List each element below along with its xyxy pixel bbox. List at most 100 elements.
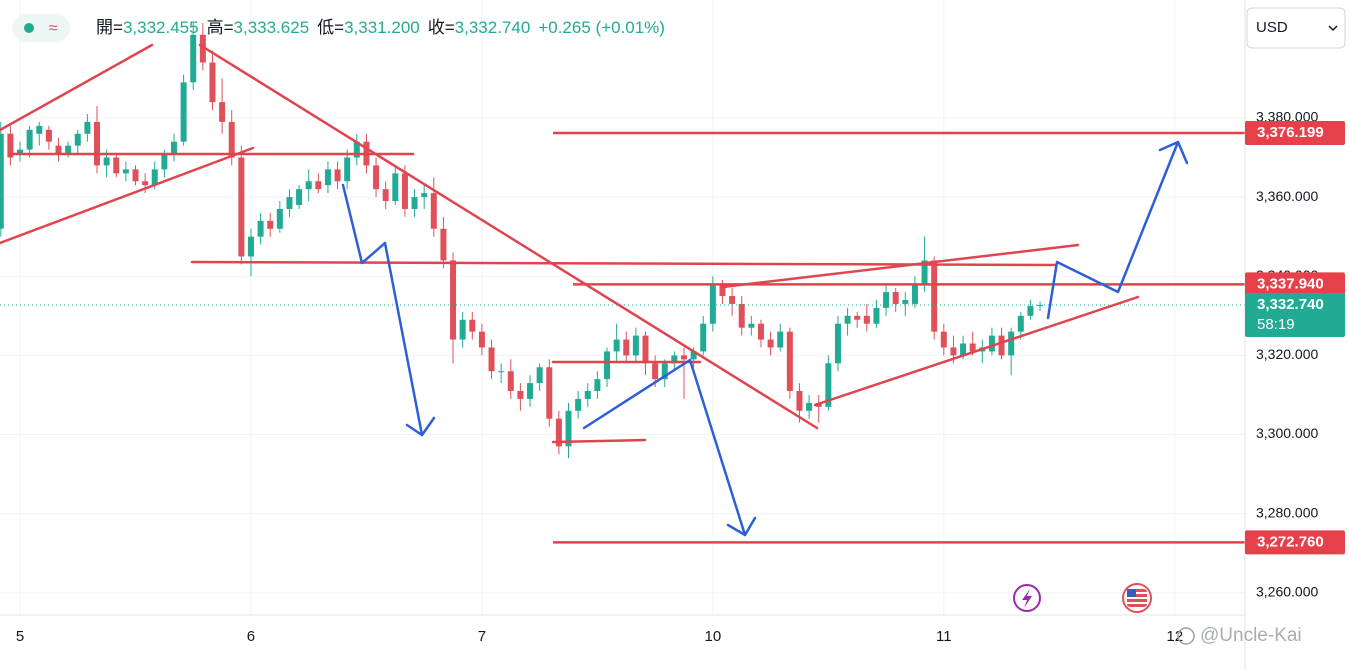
price-label: 3,272.760 xyxy=(1257,533,1324,550)
ohlc-header: 開=3,332.455 高=3,333.625 低=3,331.200 收=3,332… xyxy=(96,18,665,37)
candle-body xyxy=(960,343,967,356)
candle-body xyxy=(459,319,466,340)
candle-body xyxy=(161,153,168,170)
candle-body xyxy=(623,339,630,356)
candle-body xyxy=(353,141,360,158)
header-change: +0.265 (+0.01%) xyxy=(538,18,665,37)
candle-body xyxy=(555,418,562,447)
lightning-glyph xyxy=(1022,589,1032,608)
market-status-dot xyxy=(24,23,34,33)
candle-body xyxy=(440,228,447,261)
candle-body xyxy=(7,133,14,158)
candle-body xyxy=(305,181,312,190)
candle-body xyxy=(680,355,687,360)
candle-body xyxy=(738,303,745,328)
candle-body xyxy=(844,315,851,324)
trend-line xyxy=(198,43,819,430)
candle-body xyxy=(517,391,524,399)
candle-body xyxy=(0,133,4,229)
candle-body xyxy=(17,149,24,154)
candle-body xyxy=(988,335,995,352)
candle-body xyxy=(613,339,620,352)
currency-select[interactable]: USD xyxy=(1246,7,1346,49)
candle-body xyxy=(122,169,129,174)
candle-body xyxy=(1008,331,1015,356)
candle-body xyxy=(45,129,52,142)
x-tick-label: 11 xyxy=(936,628,952,645)
candle-body xyxy=(170,141,177,154)
candle-body xyxy=(296,189,303,205)
candle-body xyxy=(998,335,1005,356)
projection-arrow xyxy=(1046,140,1180,320)
candle-body xyxy=(286,197,293,209)
candle-body xyxy=(382,189,389,202)
candle-body xyxy=(854,315,861,320)
candle-body xyxy=(324,169,331,186)
candle-body xyxy=(151,169,158,186)
candle-body xyxy=(132,169,139,182)
header-label: 高= xyxy=(207,18,234,37)
candle-body xyxy=(671,355,678,364)
y-tick-label: 3,320.000 xyxy=(1256,346,1318,362)
candle-body xyxy=(26,129,33,150)
grid xyxy=(0,0,1245,615)
x-tick-label: 7 xyxy=(478,628,486,645)
candle-body xyxy=(940,331,947,348)
candle-body xyxy=(892,292,899,304)
candle-body xyxy=(238,157,245,257)
candle-body xyxy=(546,367,553,419)
candle-body xyxy=(469,319,476,332)
candle-body xyxy=(661,363,668,380)
candle-body xyxy=(757,323,764,340)
candle-body xyxy=(219,102,226,122)
candle-body xyxy=(834,323,841,364)
candle-body xyxy=(729,296,736,304)
candle-body xyxy=(65,145,72,154)
candle-body xyxy=(450,260,457,340)
price-lines xyxy=(0,131,1245,544)
currency-box[interactable] xyxy=(1246,7,1346,49)
price-label-box xyxy=(1245,120,1345,145)
candle-body xyxy=(950,347,957,356)
header-label: 收= xyxy=(428,18,455,37)
header: ≈ 開=3,332.455 高=3,333.625 低=3,331.200 收=3,3… xyxy=(12,14,665,42)
trend-line xyxy=(0,146,255,245)
candle-body xyxy=(604,351,611,380)
candle-body xyxy=(334,169,341,182)
candle-body xyxy=(199,34,206,63)
candle-body xyxy=(575,398,582,411)
candle-body xyxy=(498,371,505,373)
candle-body xyxy=(584,391,591,399)
flag-stripe xyxy=(1127,597,1147,599)
candle-body xyxy=(190,34,197,83)
candle-body xyxy=(796,391,803,411)
trend-line xyxy=(551,438,647,444)
candle-body xyxy=(411,197,418,209)
header-value: 3,331.200 xyxy=(344,18,420,37)
flag-canton xyxy=(1127,589,1136,597)
candle-body xyxy=(786,331,793,392)
candle-body xyxy=(642,335,649,364)
status-badge[interactable] xyxy=(12,14,70,42)
candle-body xyxy=(873,307,880,324)
candle-body xyxy=(911,284,918,304)
candle-body xyxy=(401,173,408,209)
candle-body xyxy=(565,410,572,447)
candle-body xyxy=(825,363,832,407)
candle-body xyxy=(883,292,890,308)
candle-body xyxy=(142,181,149,186)
candle-body xyxy=(632,335,639,356)
candle-body xyxy=(767,339,774,348)
event-icons xyxy=(1013,583,1152,613)
y-tick-label: 3,360.000 xyxy=(1256,188,1318,204)
candle-body xyxy=(594,379,601,392)
wave-icon: ≈ xyxy=(49,20,58,37)
price-label: 3,337.940 xyxy=(1257,275,1324,292)
candle-body xyxy=(1027,306,1034,316)
arrow-head xyxy=(1158,140,1189,165)
axes: 3,260.0003,280.0003,300.0003,320.0003,34… xyxy=(16,109,1345,645)
candle-body xyxy=(527,383,534,399)
candle-body xyxy=(806,402,813,411)
